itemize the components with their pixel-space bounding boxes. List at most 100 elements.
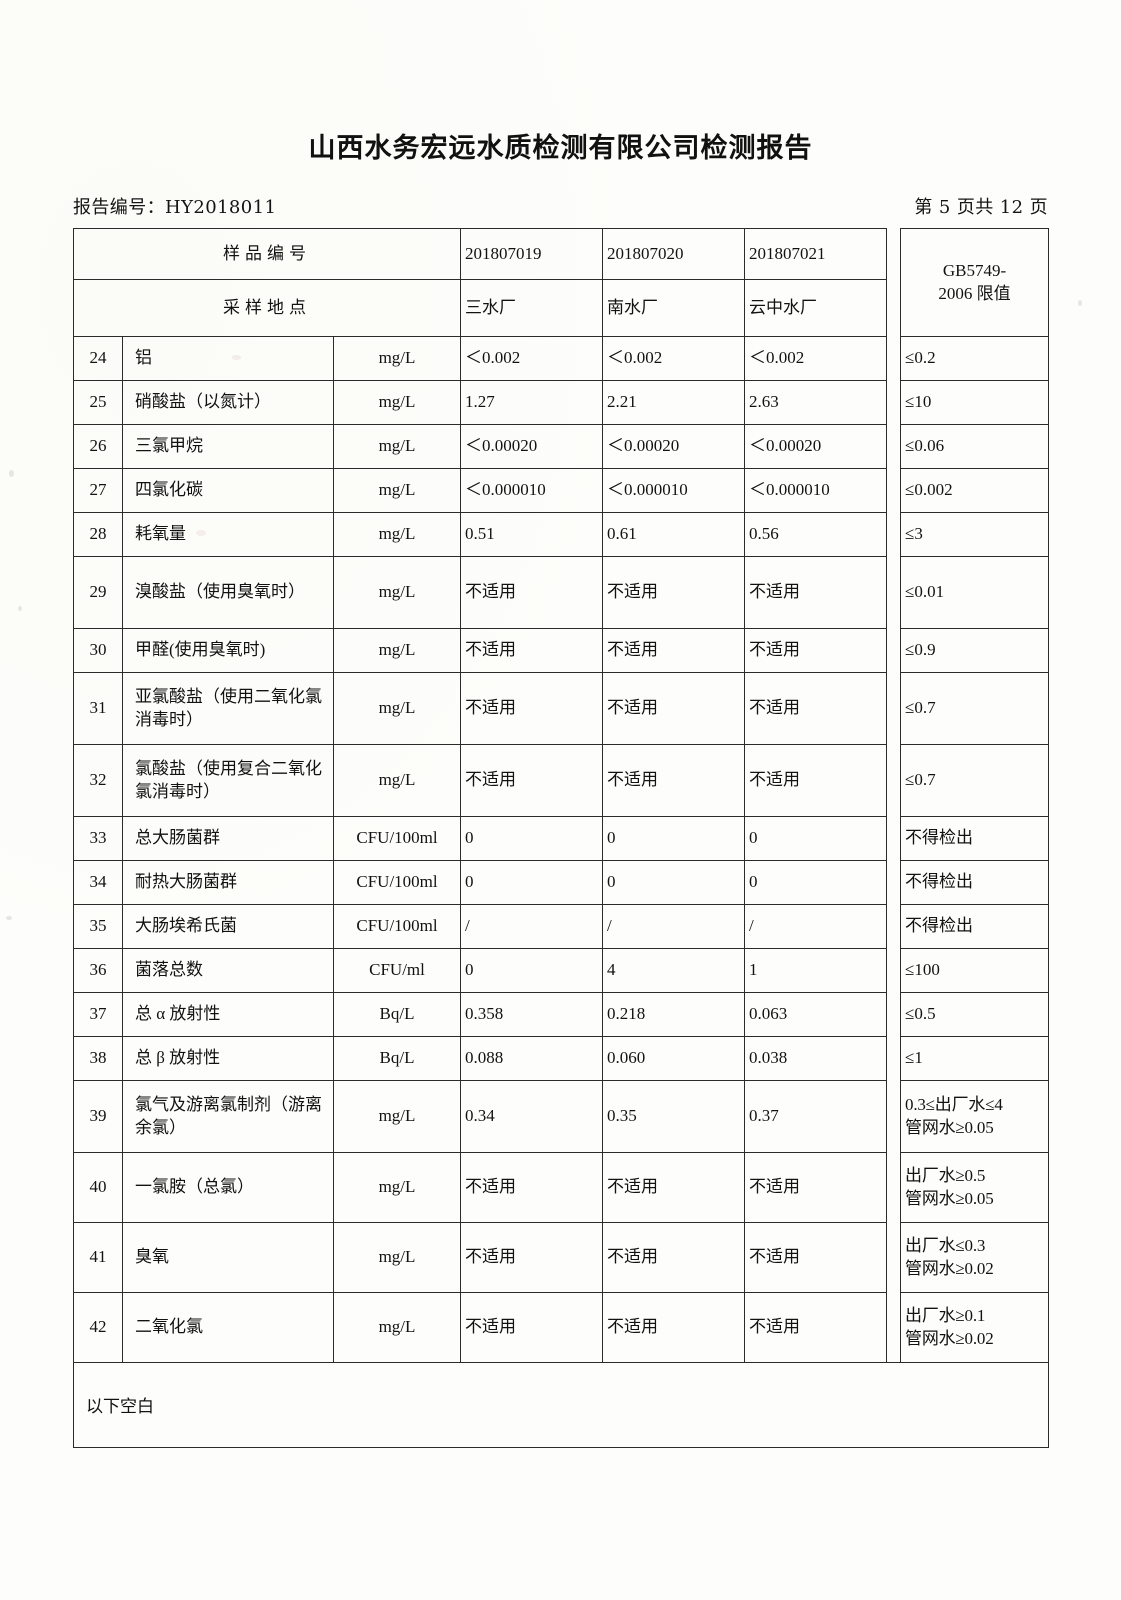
parameter-name: 臭氧 bbox=[122, 1222, 334, 1293]
result-value-sample-3: 不适用 bbox=[744, 556, 888, 629]
column-gap-spacer bbox=[886, 380, 902, 425]
result-value-sample-1: 0.51 bbox=[460, 512, 604, 557]
parameter-name: 耗氧量 bbox=[122, 512, 334, 557]
limit-line1: 0.3≤出厂水≤4 bbox=[905, 1095, 1003, 1115]
parameter-name: 硝酸盐（以氮计） bbox=[122, 380, 334, 425]
table-row: 34 耐热大肠菌群 CFU/100ml 0 0 0 不得检出 bbox=[73, 860, 1050, 905]
result-value-sample-1: ＜0.000010 bbox=[460, 468, 604, 513]
result-value-sample-1: 0.088 bbox=[460, 1036, 604, 1081]
row-index: 35 bbox=[73, 904, 123, 949]
parameter-unit: CFU/100ml bbox=[332, 904, 462, 949]
table-row: 37 总 α 放射性 Bq/L 0.358 0.218 0.063 ≤0.5 bbox=[73, 992, 1050, 1037]
result-value-sample-2: 不适用 bbox=[602, 556, 746, 629]
result-value-sample-3: 0.56 bbox=[744, 512, 888, 557]
table-row: 42 二氧化氯 mg/L 不适用 不适用 不适用 出厂水≥0.1 管网水≥0.02 bbox=[73, 1292, 1050, 1363]
table-row: 26 三氯甲烷 mg/L ＜0.00020 ＜0.00020 ＜0.00020 ≤0.06 bbox=[73, 424, 1050, 469]
result-value-sample-2: 不适用 bbox=[602, 744, 746, 817]
column-gap-spacer bbox=[886, 468, 902, 513]
result-value-sample-2: 4 bbox=[602, 948, 746, 993]
row-index: 29 bbox=[73, 556, 123, 629]
column-gap-spacer bbox=[886, 1080, 902, 1153]
table-row: 41 臭氧 mg/L 不适用 不适用 不适用 出厂水≤0.3 管网水≥0.02 bbox=[73, 1222, 1050, 1293]
table-row: 39 氯气及游离氯制剂（游离余氯） mg/L 0.34 0.35 0.37 0.3≤出厂水≤… bbox=[73, 1080, 1050, 1153]
limit-line2: 管网水≥0.05 bbox=[905, 1117, 994, 1137]
result-value-sample-3: 0 bbox=[744, 816, 888, 861]
result-value-sample-3: 0.038 bbox=[744, 1036, 888, 1081]
water-quality-results-table: 样品编号 201807019 201807020 201807021 GB5749- 20… bbox=[72, 228, 1050, 1448]
standard-limit-value: ≤0.5 bbox=[900, 992, 1050, 1037]
parameter-name: 一氯胺（总氯） bbox=[122, 1152, 334, 1223]
row-index: 40 bbox=[73, 1152, 123, 1223]
result-value-sample-2: 0.61 bbox=[602, 512, 746, 557]
report-number: 报告编号：HY2018011 bbox=[73, 197, 277, 218]
sample-number-3: 201807021 bbox=[744, 228, 888, 280]
result-value-sample-3: / bbox=[744, 904, 888, 949]
limit-line1: 出厂水≥0.5 bbox=[905, 1166, 986, 1186]
standard-label-line1: GB5749- bbox=[942, 261, 1007, 281]
result-value-sample-1: 不适用 bbox=[460, 628, 604, 673]
result-value-sample-1: 不适用 bbox=[460, 744, 604, 817]
standard-limit-value: ≤0.01 bbox=[900, 556, 1050, 629]
limit-line2: 管网水≥0.02 bbox=[905, 1258, 994, 1278]
column-gap-spacer bbox=[886, 744, 902, 817]
result-value-sample-1: 0 bbox=[460, 948, 604, 993]
parameter-unit: mg/L bbox=[332, 1080, 462, 1153]
result-value-sample-3: 0 bbox=[744, 860, 888, 905]
table-row: 33 总大肠菌群 CFU/100ml 0 0 0 不得检出 bbox=[73, 816, 1050, 861]
column-gap-spacer bbox=[886, 948, 902, 993]
parameter-unit: mg/L bbox=[332, 468, 462, 513]
sample-site-2: 南水厂 bbox=[602, 279, 746, 337]
result-value-sample-3: 不适用 bbox=[744, 1222, 888, 1293]
row-index: 24 bbox=[73, 336, 123, 381]
row-index: 27 bbox=[73, 468, 123, 513]
result-value-sample-1: ＜0.002 bbox=[460, 336, 604, 381]
table-row: 28 耗氧量 mg/L 0.51 0.61 0.56 ≤3 bbox=[73, 512, 1050, 557]
table-footer-row: 以下空白 bbox=[72, 1362, 1050, 1448]
result-value-sample-1: 不适用 bbox=[460, 1222, 604, 1293]
result-value-sample-3: ＜0.000010 bbox=[744, 468, 888, 513]
parameter-name: 溴酸盐（使用臭氧时） bbox=[122, 556, 334, 629]
result-value-sample-2: 0.060 bbox=[602, 1036, 746, 1081]
result-value-sample-1: 0 bbox=[460, 816, 604, 861]
row-index: 30 bbox=[73, 628, 123, 673]
result-value-sample-1: 不适用 bbox=[460, 556, 604, 629]
result-value-sample-2: 2.21 bbox=[602, 380, 746, 425]
table-row: 40 一氯胺（总氯） mg/L 不适用 不适用 不适用 出厂水≥0.5 管网水≥0.05 bbox=[73, 1152, 1050, 1223]
parameter-name: 甲醛(使用臭氧时) bbox=[122, 628, 334, 673]
column-gap-spacer bbox=[886, 512, 902, 557]
table-row: 24 铝 mg/L ＜0.002 ＜0.002 ＜0.002 ≤0.2 bbox=[73, 336, 1050, 381]
sample-site-3: 云中水厂 bbox=[744, 279, 888, 337]
row-index: 25 bbox=[73, 380, 123, 425]
results-table-wrapper: 样品编号 201807019 201807020 201807021 GB5749- 20… bbox=[72, 228, 1050, 1448]
standard-limit-value: ≤10 bbox=[900, 380, 1050, 425]
page-title: 山西水务宏远水质检测有限公司检测报告 bbox=[308, 133, 813, 164]
result-value-sample-1: 0.358 bbox=[460, 992, 604, 1037]
table-row: 29 溴酸盐（使用臭氧时） mg/L 不适用 不适用 不适用 ≤0.01 bbox=[73, 556, 1050, 629]
column-gap-spacer bbox=[886, 816, 902, 861]
table-row: 31 亚氯酸盐（使用二氧化氯消毒时） mg/L 不适用 不适用 不适用 ≤0.7 bbox=[73, 672, 1050, 745]
column-gap-spacer bbox=[886, 672, 902, 745]
limit-line2: 管网水≥0.05 bbox=[905, 1188, 994, 1208]
result-value-sample-2: 0 bbox=[602, 860, 746, 905]
result-value-sample-2: 0.218 bbox=[602, 992, 746, 1037]
parameter-unit: mg/L bbox=[332, 556, 462, 629]
standard-limit-value: ≤0.2 bbox=[900, 336, 1050, 381]
report-meta-row: 报告编号：HY2018011 第 5 页共 12 页 bbox=[73, 193, 1048, 219]
parameter-unit: mg/L bbox=[332, 424, 462, 469]
result-value-sample-1: 0 bbox=[460, 860, 604, 905]
standard-limit-value: 出厂水≥0.1 管网水≥0.02 bbox=[900, 1292, 1050, 1363]
result-value-sample-2: 0 bbox=[602, 816, 746, 861]
parameter-unit: mg/L bbox=[332, 380, 462, 425]
result-value-sample-3: ＜0.002 bbox=[744, 336, 888, 381]
row-index: 34 bbox=[73, 860, 123, 905]
row-index: 39 bbox=[73, 1080, 123, 1153]
parameter-name: 大肠埃希氏菌 bbox=[122, 904, 334, 949]
table-row: 38 总 β 放射性 Bq/L 0.088 0.060 0.038 ≤1 bbox=[73, 1036, 1050, 1081]
result-value-sample-1: 不适用 bbox=[460, 1292, 604, 1363]
limit-line1: 出厂水≥0.1 bbox=[905, 1306, 986, 1326]
parameter-name: 亚氯酸盐（使用二氧化氯消毒时） bbox=[122, 672, 334, 745]
row-index: 37 bbox=[73, 992, 123, 1037]
standard-limit-value: 0.3≤出厂水≤4 管网水≥0.05 bbox=[900, 1080, 1050, 1153]
parameter-name: 菌落总数 bbox=[122, 948, 334, 993]
result-value-sample-1: ＜0.00020 bbox=[460, 424, 604, 469]
